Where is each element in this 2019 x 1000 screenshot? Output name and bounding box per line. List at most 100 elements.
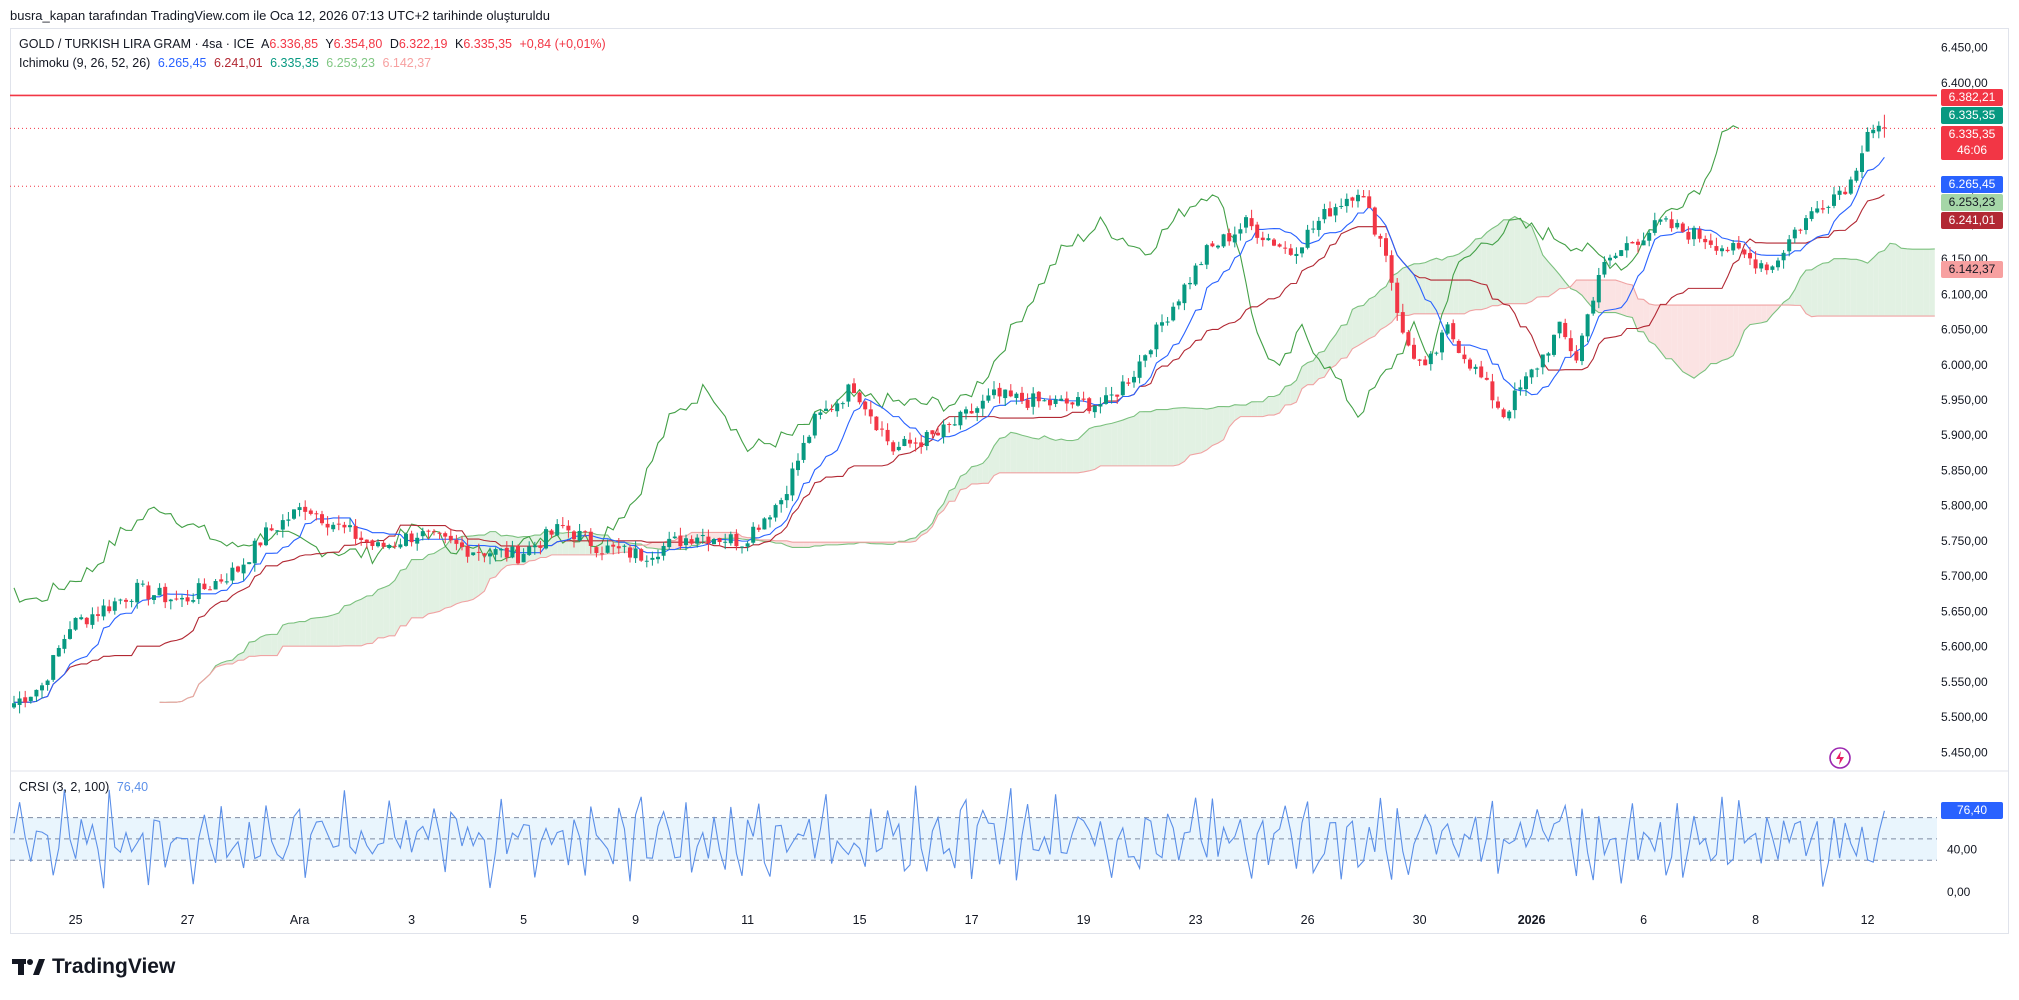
ichimoku-cloud bbox=[338, 605, 345, 647]
span-b-price-tag: 6.142,37 bbox=[1941, 261, 2003, 278]
ichimoku-cloud bbox=[383, 585, 390, 638]
candle-body bbox=[1512, 390, 1517, 411]
time-axis-label: 9 bbox=[632, 913, 639, 927]
candle-body bbox=[174, 598, 179, 600]
time-axis-label: 2026 bbox=[1518, 913, 1546, 927]
ichimoku-cloud bbox=[1190, 408, 1196, 456]
candle-body bbox=[1826, 206, 1831, 208]
high-value: 6.354,80 bbox=[333, 37, 383, 51]
ichimoku-cloud bbox=[1218, 406, 1224, 444]
candle-body bbox=[359, 537, 364, 540]
high-label: Y bbox=[325, 37, 334, 51]
candle-body bbox=[1557, 321, 1562, 334]
candle-body bbox=[420, 531, 425, 537]
time-axis-label: 30 bbox=[1413, 913, 1427, 927]
chikou-span-line bbox=[13, 125, 1740, 603]
time-axis-label: 3 bbox=[408, 913, 415, 927]
candle-body bbox=[1445, 324, 1450, 334]
ichimoku-cloud bbox=[1800, 270, 1806, 314]
tradingview-logo-icon bbox=[12, 959, 45, 975]
crsi-legend[interactable]: CRSI (3, 2, 100) 76,40 bbox=[19, 780, 152, 794]
candle-body bbox=[1087, 398, 1092, 412]
candle-body bbox=[1081, 398, 1086, 400]
candle-body bbox=[124, 599, 128, 602]
candle-body bbox=[426, 530, 431, 532]
candle-body bbox=[1126, 382, 1131, 384]
ichimoku-cloud bbox=[1150, 409, 1157, 466]
candle-body bbox=[1193, 265, 1198, 285]
ichimoku-cloud bbox=[394, 570, 401, 636]
ichimoku-cloud bbox=[1302, 362, 1308, 389]
ichimoku-cloud bbox=[1520, 219, 1526, 304]
ichimoku-cloud bbox=[921, 529, 927, 536]
ichimoku-cloud bbox=[1285, 384, 1291, 405]
candle-body bbox=[1748, 253, 1752, 259]
ichimoku-cloud bbox=[814, 542, 821, 546]
candle-body bbox=[1238, 229, 1243, 234]
ichimoku-cloud bbox=[1374, 290, 1381, 337]
candle-body bbox=[521, 553, 526, 563]
ichimoku-cloud bbox=[1010, 432, 1017, 473]
candle-body bbox=[969, 411, 974, 414]
candle-body bbox=[1764, 264, 1769, 271]
candle-body bbox=[1546, 353, 1551, 356]
candle-body bbox=[1305, 229, 1310, 248]
candle-body bbox=[812, 413, 817, 436]
candle-body bbox=[1098, 404, 1103, 407]
candle-body bbox=[824, 408, 828, 412]
candle-body bbox=[1165, 321, 1170, 323]
candle-body bbox=[1227, 233, 1232, 242]
price-axis-tick: 5.900,00 bbox=[1941, 428, 1988, 442]
candle-body bbox=[807, 436, 812, 443]
candle-body bbox=[1216, 245, 1220, 248]
candle-body bbox=[258, 542, 263, 546]
price-axis-tick: 5.850,00 bbox=[1941, 463, 1988, 477]
candle-body bbox=[247, 562, 252, 565]
ichimoku-cloud bbox=[831, 542, 838, 545]
tenkan-sen-line bbox=[13, 156, 1885, 703]
ichimoku-cloud bbox=[1167, 408, 1174, 466]
tradingview-logo[interactable]: TradingView bbox=[12, 955, 175, 979]
candle-body bbox=[1294, 253, 1299, 256]
candle-body bbox=[600, 553, 604, 555]
candle-body bbox=[1059, 398, 1064, 401]
candle-body bbox=[23, 697, 28, 703]
candle-body bbox=[1529, 369, 1534, 378]
candle-body bbox=[448, 535, 453, 541]
candle-body bbox=[740, 546, 744, 548]
candle-body bbox=[796, 460, 800, 471]
ichimoku-cloud bbox=[652, 542, 658, 549]
senkou-span-b-line bbox=[159, 279, 1935, 703]
candle-body bbox=[224, 581, 229, 583]
candle-body bbox=[157, 587, 162, 596]
candle-body bbox=[801, 442, 806, 460]
candle-body bbox=[594, 547, 599, 554]
candle-body bbox=[465, 545, 470, 557]
candle-body bbox=[1137, 361, 1142, 378]
crsi-title[interactable]: CRSI (3, 2, 100) bbox=[19, 780, 110, 794]
price-axis-tick: 5.700,00 bbox=[1941, 569, 1988, 583]
ichimoku-cloud bbox=[1257, 401, 1263, 417]
candle-body bbox=[1647, 232, 1652, 241]
ichimoku-cloud bbox=[982, 456, 989, 484]
candle-body bbox=[1120, 381, 1125, 396]
candle-body bbox=[1524, 376, 1528, 390]
ichimoku-cloud bbox=[1290, 380, 1297, 405]
candle-body bbox=[140, 583, 145, 585]
candle-body bbox=[17, 698, 22, 705]
lightning-icon[interactable] bbox=[1828, 746, 1852, 770]
candle-body bbox=[264, 527, 268, 546]
ichimoku-title[interactable]: Ichimoku (9, 26, 52, 26) bbox=[19, 56, 151, 70]
symbol-legend[interactable]: GOLD / TURKISH LIRA GRAM · 4sa · ICE A6.… bbox=[19, 37, 610, 51]
candle-body bbox=[1356, 194, 1360, 202]
candle-body bbox=[577, 530, 582, 541]
ichimoku-cloud bbox=[1352, 306, 1358, 349]
ichimoku-cloud bbox=[954, 476, 961, 502]
candle-body bbox=[1266, 238, 1271, 241]
ichimoku-legend[interactable]: Ichimoku (9, 26, 52, 26) 6.265,45 6.241,… bbox=[19, 56, 435, 70]
ichimoku-cloud bbox=[1184, 407, 1190, 462]
symbol-title[interactable]: GOLD / TURKISH LIRA GRAM · 4sa · ICE bbox=[19, 37, 255, 51]
candle-body bbox=[1204, 245, 1209, 265]
price-axis-tick: 6.000,00 bbox=[1941, 358, 1988, 372]
